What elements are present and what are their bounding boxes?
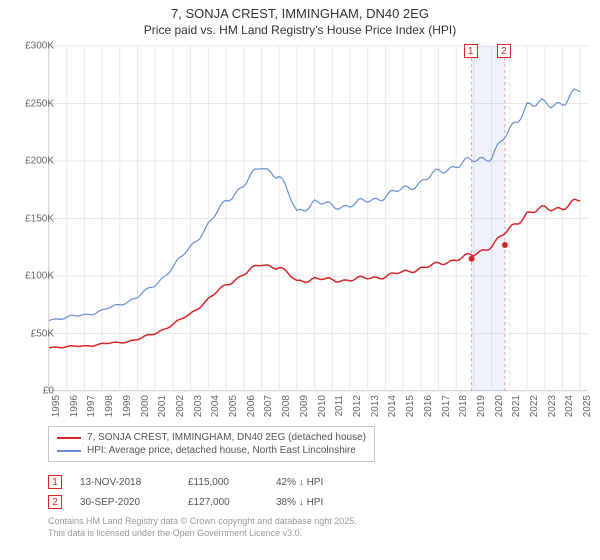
y-tick-label: £50K (31, 328, 54, 339)
legend-row: 7, SONJA CREST, IMMINGHAM, DN40 2EG (det… (57, 431, 366, 444)
row-date: 30-SEP-2020 (80, 497, 170, 508)
x-tick-label: 2019 (476, 395, 487, 417)
x-tick-label: 2011 (334, 395, 345, 417)
chart-subtitle: Price paid vs. HM Land Registry's House … (0, 23, 600, 37)
x-tick-label: 2015 (405, 395, 416, 417)
row-marker: 2 (48, 495, 62, 509)
x-tick-label: 1998 (104, 395, 115, 417)
x-tick-label: 2017 (441, 395, 452, 417)
x-tick-label: 2016 (423, 395, 434, 417)
transaction-marker: 1 (464, 44, 478, 58)
transactions-table: 1 13-NOV-2018 £115,000 42% ↓ HPI 2 30-SEP-202… (48, 472, 356, 512)
x-tick-label: 2007 (263, 395, 274, 417)
chart-title: 7, SONJA CREST, IMMINGHAM, DN40 2EG (0, 6, 600, 21)
legend-swatch (57, 450, 81, 452)
x-tick-label: 2014 (387, 395, 398, 417)
x-tick-label: 2020 (494, 395, 505, 417)
x-tick-label: 1999 (122, 395, 133, 417)
x-tick-label: 2018 (458, 395, 469, 417)
x-tick-label: 2004 (210, 395, 221, 417)
x-tick-label: 2000 (140, 395, 151, 417)
legend-label: 7, SONJA CREST, IMMINGHAM, DN40 2EG (det… (87, 432, 366, 443)
footer-attribution: Contains HM Land Registry data © Crown c… (48, 516, 357, 539)
table-row: 1 13-NOV-2018 £115,000 42% ↓ HPI (48, 472, 356, 492)
x-tick-label: 2001 (157, 395, 168, 417)
row-price: £115,000 (188, 477, 258, 488)
x-tick-label: 2010 (317, 395, 328, 417)
row-pct-vs-hpi: 38% ↓ HPI (276, 497, 356, 508)
x-tick-label: 2012 (352, 395, 363, 417)
transaction-marker: 2 (497, 44, 511, 58)
x-tick-label: 2003 (193, 395, 204, 417)
plot-area (48, 46, 588, 391)
x-tick-label: 2008 (281, 395, 292, 417)
row-price: £127,000 (188, 497, 258, 508)
table-row: 2 30-SEP-2020 £127,000 38% ↓ HPI (48, 492, 356, 512)
x-tick-label: 2006 (246, 395, 257, 417)
x-tick-label: 1996 (69, 395, 80, 417)
x-tick-label: 2021 (511, 395, 522, 417)
legend: 7, SONJA CREST, IMMINGHAM, DN40 2EG (det… (48, 426, 375, 462)
footer-line2: This data is licensed under the Open Gov… (48, 528, 357, 540)
y-tick-label: £300K (25, 41, 54, 52)
x-tick-label: 1997 (86, 395, 97, 417)
y-tick-label: £150K (25, 213, 54, 224)
legend-row: HPI: Average price, detached house, Nort… (57, 444, 366, 457)
x-tick-label: 1995 (51, 395, 62, 417)
row-date: 13-NOV-2018 (80, 477, 170, 488)
y-tick-label: £200K (25, 156, 54, 167)
x-tick-label: 2024 (564, 395, 575, 417)
x-tick-label: 2002 (175, 395, 186, 417)
y-tick-label: £100K (25, 271, 54, 282)
legend-label: HPI: Average price, detached house, Nort… (87, 445, 356, 456)
footer-line1: Contains HM Land Registry data © Crown c… (48, 516, 357, 528)
row-marker: 1 (48, 475, 62, 489)
x-tick-label: 2005 (228, 395, 239, 417)
row-pct-vs-hpi: 42% ↓ HPI (276, 477, 356, 488)
x-tick-label: 2023 (547, 395, 558, 417)
x-tick-label: 2025 (582, 395, 593, 417)
y-tick-label: £250K (25, 98, 54, 109)
x-tick-label: 2022 (529, 395, 540, 417)
x-tick-label: 2009 (299, 395, 310, 417)
x-tick-label: 2013 (370, 395, 381, 417)
legend-swatch (57, 437, 81, 439)
chart-svg (49, 46, 589, 391)
